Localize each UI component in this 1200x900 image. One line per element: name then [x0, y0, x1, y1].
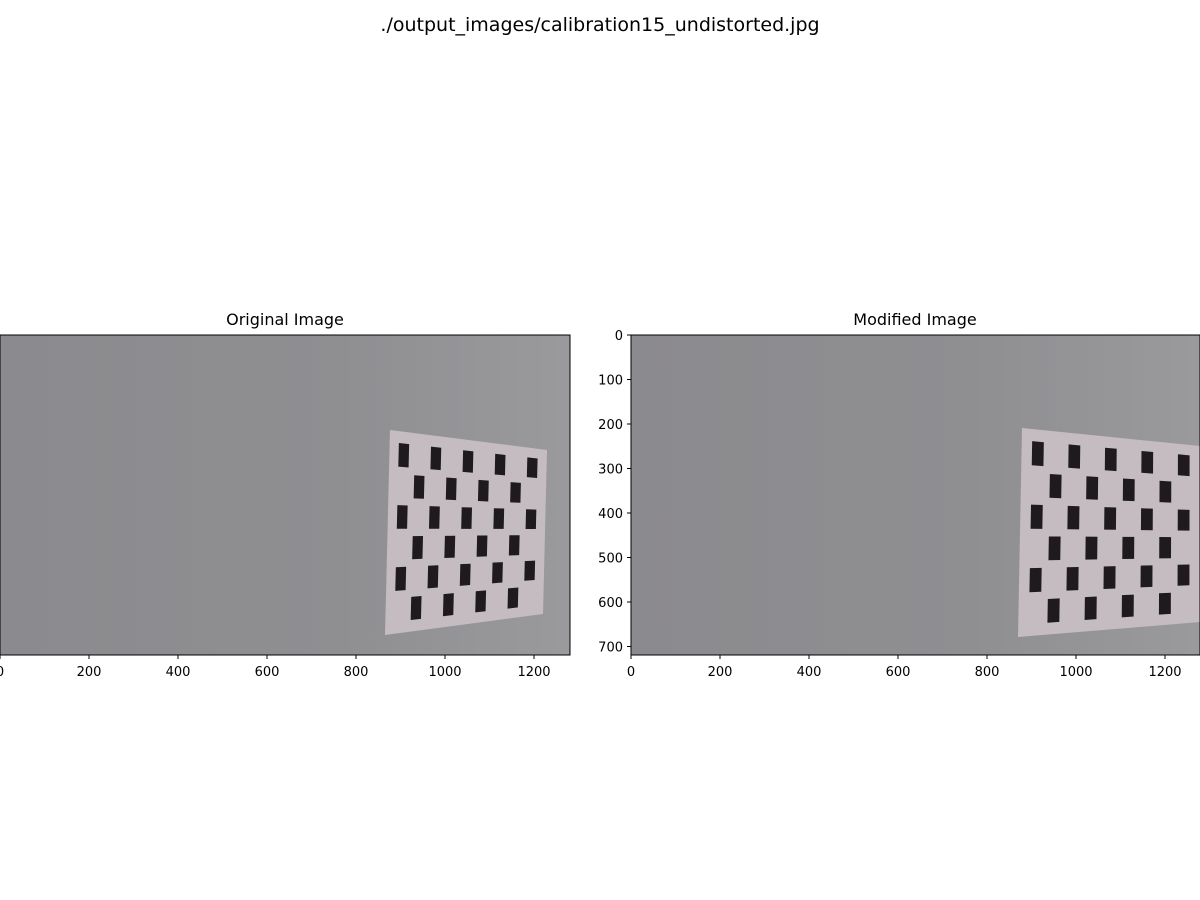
checkerboard — [385, 430, 547, 635]
checker-square — [526, 457, 538, 478]
original-axes-frame — [0, 334, 571, 656]
x-tick-label: 1200 — [517, 665, 550, 680]
checker-square — [1177, 509, 1190, 531]
checker-square — [412, 535, 424, 560]
checkerboard — [1018, 428, 1200, 637]
checker-square — [1068, 444, 1081, 469]
y-tick-label: 400 — [598, 507, 623, 522]
modified-axes-frame — [630, 334, 1200, 656]
checkerboard-paper — [385, 430, 547, 635]
modified-photo — [631, 335, 1200, 655]
original-image-title: Original Image — [226, 310, 344, 329]
axis-ticks: 0200400600800100012000200400600800100012… — [0, 329, 1182, 680]
checker-square — [1140, 565, 1153, 588]
x-tick-label: 200 — [77, 665, 102, 680]
checker-square — [477, 479, 489, 502]
checker-square — [1158, 592, 1171, 615]
checker-square — [492, 562, 503, 584]
checker-square — [1121, 594, 1134, 618]
checker-square — [510, 482, 521, 503]
checker-square — [493, 508, 505, 529]
checker-square — [430, 446, 442, 471]
x-tick-label: 1200 — [1148, 665, 1181, 680]
checker-square — [1047, 598, 1060, 623]
checker-square — [1029, 567, 1042, 593]
checker-square — [410, 596, 422, 621]
checker-square — [461, 507, 473, 529]
checker-square — [1049, 474, 1062, 499]
checker-square — [396, 505, 408, 529]
checker-square — [1159, 537, 1172, 559]
checker-square — [1067, 505, 1080, 530]
checker-square — [1085, 536, 1098, 560]
checker-square — [428, 506, 440, 529]
checker-square — [462, 450, 474, 473]
original-photo — [0, 335, 570, 655]
checker-square — [1159, 480, 1172, 503]
checkerboard-paper — [1018, 428, 1200, 637]
x-tick-label: 0 — [627, 665, 635, 680]
x-tick-label: 800 — [975, 665, 1000, 680]
checker-square — [1177, 564, 1190, 586]
checker-square — [1084, 596, 1097, 621]
y-tick-label: 500 — [598, 552, 623, 567]
checker-square — [1048, 536, 1061, 561]
checker-square — [398, 443, 410, 468]
checker-square — [459, 563, 471, 586]
x-tick-label: 600 — [255, 665, 280, 680]
checker-square — [413, 475, 425, 499]
x-tick-label: 400 — [797, 665, 822, 680]
checker-square — [525, 509, 537, 529]
checker-square — [1141, 451, 1154, 474]
checker-square — [1103, 566, 1116, 590]
checker-square — [444, 535, 456, 558]
figure-title: ./output_images/calibration15_undistorte… — [380, 14, 820, 36]
x-tick-label: 400 — [166, 665, 191, 680]
x-tick-label: 1000 — [1059, 665, 1092, 680]
checker-square — [1031, 441, 1044, 467]
modified-image-title: Modified Image — [853, 310, 977, 329]
checker-square — [445, 477, 457, 501]
x-tick-label: 800 — [344, 665, 369, 680]
checker-square — [1140, 508, 1153, 531]
checker-square — [508, 535, 520, 556]
y-tick-label: 600 — [598, 596, 623, 611]
checker-square — [476, 535, 488, 557]
checker-square — [1122, 478, 1135, 502]
y-tick-label: 300 — [598, 463, 623, 478]
checker-square — [1086, 476, 1099, 500]
checker-square — [524, 560, 536, 581]
x-tick-label: 200 — [708, 665, 733, 680]
x-tick-label: 0 — [0, 665, 4, 680]
y-tick-label: 100 — [598, 374, 623, 389]
checker-square — [1177, 454, 1190, 477]
checker-square — [1104, 447, 1117, 472]
checker-square — [475, 590, 487, 613]
x-tick-label: 1000 — [428, 665, 461, 680]
y-tick-label: 0 — [615, 329, 623, 344]
checker-square — [494, 453, 506, 476]
checker-square — [427, 565, 439, 589]
checker-square — [395, 566, 407, 591]
y-tick-label: 200 — [598, 418, 623, 433]
checker-square — [507, 587, 519, 609]
checker-square — [1030, 504, 1043, 529]
checker-square — [1104, 507, 1117, 530]
x-tick-label: 600 — [886, 665, 911, 680]
checker-square — [1122, 536, 1135, 560]
checker-square — [442, 593, 454, 617]
checker-square — [1066, 567, 1079, 591]
y-tick-label: 700 — [598, 641, 623, 656]
